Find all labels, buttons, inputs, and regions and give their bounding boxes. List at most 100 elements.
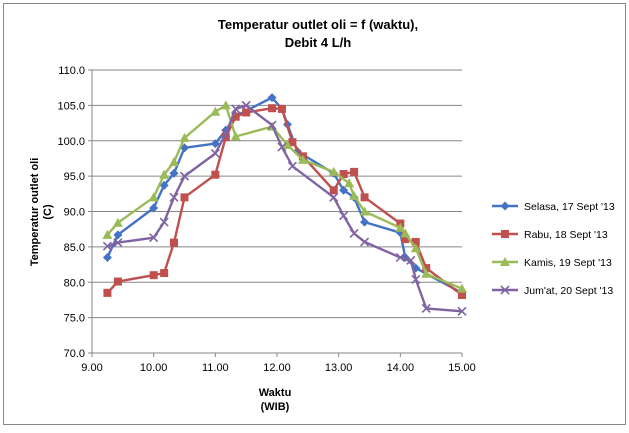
data-point-x [267, 120, 277, 130]
legend-label: Kamis, 19 Sept '13 [524, 257, 612, 269]
series-line [107, 104, 463, 313]
data-point-triangle [395, 222, 406, 232]
x-tick-label: 14.00 [387, 362, 415, 374]
data-point-diamond [339, 185, 349, 195]
data-point-square [221, 133, 230, 142]
data-point-x-stroke [179, 171, 190, 181]
x-axis-title-line2: (WIB) [261, 401, 290, 413]
data-point-x-stroke [149, 233, 159, 243]
data-point-x-stroke [406, 255, 416, 265]
data-point-x [241, 100, 251, 110]
data-point-x [102, 241, 112, 251]
data-point-x [221, 129, 231, 139]
legend-item: Kamis, 19 Sept '13 [492, 257, 612, 269]
data-point-x [329, 192, 339, 202]
series-3 [102, 100, 467, 293]
data-point-x [421, 303, 431, 313]
y-axis-title-line1: Temperatur outlet oli [29, 158, 41, 267]
data-point-x-stroke [169, 192, 179, 202]
data-point-square [211, 170, 220, 179]
data-point-square [501, 230, 509, 238]
x-axis-title-line1: Waktu [259, 387, 292, 399]
data-point-x [159, 217, 169, 227]
data-point-triangle [230, 131, 241, 141]
gridlines [92, 69, 462, 319]
data-point-triangle [400, 228, 411, 238]
data-point-triangle [169, 156, 180, 166]
y-tick-label: 105.0 [57, 100, 85, 112]
data-point-square [160, 269, 169, 278]
y-tick-label: 90.0 [64, 207, 85, 219]
data-point-x-stroke [339, 211, 349, 221]
data-point-x-stroke [395, 252, 405, 263]
x-tick-label: 11.00 [202, 362, 229, 374]
data-point-x-stroke [500, 285, 510, 295]
data-point-square [360, 193, 369, 202]
data-point-triangle [344, 178, 355, 188]
data-point-x-stroke [349, 228, 359, 238]
data-point-diamond [267, 93, 277, 103]
data-point-x [113, 238, 123, 248]
data-point-triangle [220, 100, 231, 110]
tick-labels: 70.0 75.0 80.0 85.0 90.0 95.0 100.0 105.0 110.0 9… [57, 65, 475, 374]
y-tick-label: 100.0 [57, 136, 85, 148]
data-point-x [457, 306, 467, 316]
legend-item: Jum'at, 20 Sept '13 [492, 285, 613, 297]
data-point-triangle [297, 154, 308, 164]
data-point-x-stroke [102, 241, 112, 251]
data-point-square [288, 138, 297, 147]
data-point-x [169, 192, 179, 202]
data-point-square [401, 235, 410, 244]
data-point-triangle [457, 283, 467, 293]
y-tick-label: 80.0 [64, 277, 85, 289]
data-point-square [149, 271, 158, 280]
y-tick-label: 85.0 [64, 242, 85, 254]
data-point-triangle [159, 169, 170, 179]
data-point-x-stroke [411, 274, 421, 284]
data-point-x [339, 211, 349, 221]
chart-title-line2: Debit 4 L/h [285, 35, 352, 50]
data-point-x-stroke [241, 100, 251, 110]
data-point-diamond [159, 180, 169, 190]
data-point-triangle [359, 206, 370, 216]
data-point-x-stroke [287, 161, 297, 171]
data-point-square [103, 288, 112, 297]
data-point-square [170, 238, 179, 247]
data-point-square [329, 186, 338, 195]
data-point-triangle [102, 229, 113, 239]
data-point-triangle [282, 139, 293, 149]
x-tick-label: 12.00 [263, 362, 291, 374]
legend-item: Selasa, 17 Sept '13 [492, 201, 615, 213]
data-point-x-stroke [277, 142, 287, 152]
series-4 [102, 100, 467, 316]
data-point-diamond [149, 203, 159, 213]
data-point-square [339, 170, 348, 179]
data-point-triangle [148, 192, 159, 202]
data-point-square [180, 193, 189, 202]
legend-label: Rabu, 18 Sept '13 [524, 229, 608, 241]
data-point-diamond [360, 217, 370, 227]
data-point-x [277, 142, 287, 152]
data-point-square [411, 237, 420, 246]
data-point-square [231, 112, 240, 121]
data-point-triangle [500, 257, 510, 266]
data-point-diamond [500, 201, 510, 211]
data-point-x-stroke [113, 238, 123, 248]
data-point-x [500, 285, 510, 295]
data-point-triangle [410, 243, 421, 253]
data-point-triangle [421, 268, 432, 278]
data-point-square [422, 264, 431, 273]
y-axis-title-line2: (C) [42, 204, 54, 220]
legend-label: Jum'at, 20 Sept '13 [524, 285, 613, 297]
legend: Selasa, 17 Sept '13 Rabu, 18 Sept '13 Kami… [492, 201, 615, 297]
data-point-x-stroke [159, 217, 169, 227]
data-point-x-stroke [221, 129, 231, 139]
data-point-square [350, 167, 359, 176]
data-point-x-stroke [360, 237, 370, 247]
data-point-square [277, 104, 286, 113]
data-point-diamond [113, 230, 123, 240]
data-point-triangle [179, 132, 190, 142]
chart-title-line1: Temperatur outlet oli = f (waktu), [218, 17, 418, 32]
data-point-diamond [169, 168, 179, 178]
